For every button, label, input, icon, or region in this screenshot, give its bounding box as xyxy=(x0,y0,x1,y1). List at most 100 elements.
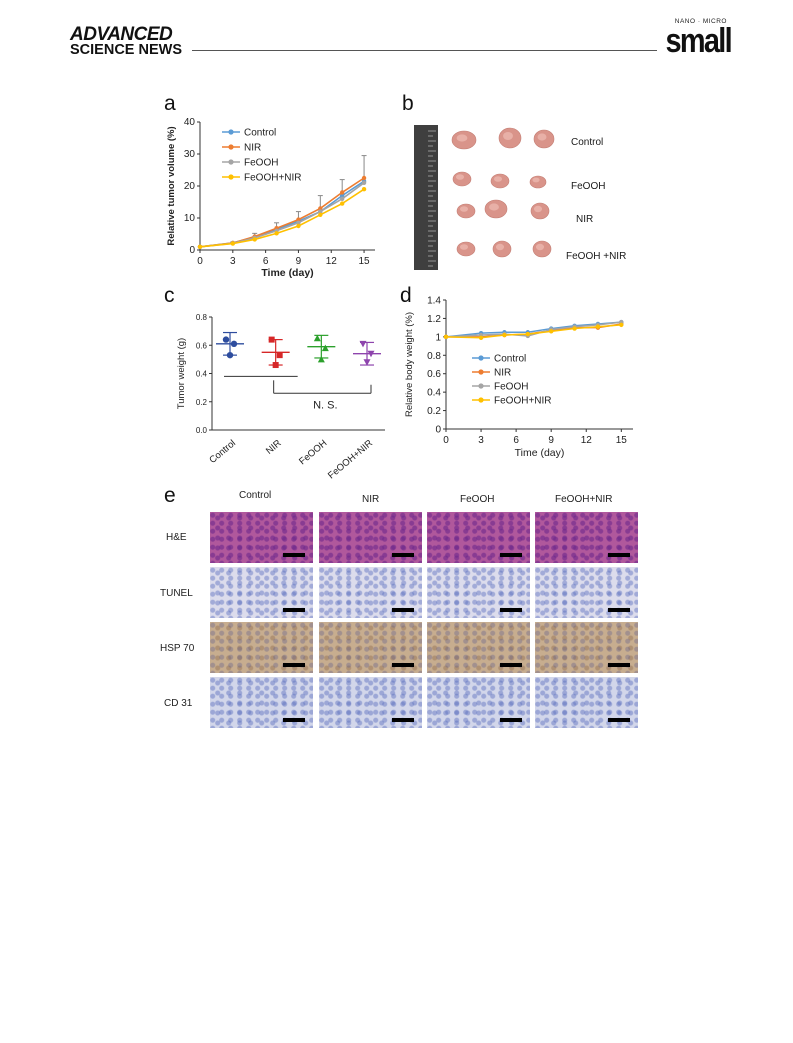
series-line-0 xyxy=(445,321,622,338)
legend-label: Control xyxy=(244,128,276,139)
y-axis-title: Relative tumor volume (%) xyxy=(166,126,177,245)
legend-label: FeOOH xyxy=(244,158,278,169)
scale-bar xyxy=(283,608,305,612)
micrograph-hsp70-2 xyxy=(427,622,530,673)
photo-label-feooh: FeOOH xyxy=(571,181,606,192)
x-tick-label: 12 xyxy=(581,435,593,446)
series-line-2 xyxy=(199,182,365,248)
data-point xyxy=(525,331,531,337)
micrograph-tunel-2 xyxy=(427,567,530,618)
y-tick-label: 30 xyxy=(184,149,196,160)
legend-label: FeOOH+NIR xyxy=(494,396,552,407)
data-point xyxy=(339,193,345,198)
data-point xyxy=(272,362,279,369)
data-point xyxy=(252,237,257,242)
tumor-photo-graphic xyxy=(414,125,555,270)
tumor-highlight xyxy=(459,244,469,250)
legend-label: NIR xyxy=(494,368,511,379)
x-tick-label: 3 xyxy=(478,435,484,446)
scale-bar xyxy=(392,608,414,612)
x-axis-title: Time (day) xyxy=(515,447,565,459)
x-tick-label: NIR xyxy=(264,438,284,457)
micrograph-cd31-2 xyxy=(427,677,530,728)
y-tick-label: 0.0 xyxy=(196,426,208,435)
legend-label: Control xyxy=(494,354,526,365)
y-tick-label: 0.6 xyxy=(427,369,441,380)
data-point xyxy=(361,180,367,185)
data-point xyxy=(572,326,577,331)
y-tick-label: 0.6 xyxy=(196,341,208,350)
tumor-highlight xyxy=(489,203,499,211)
data-point xyxy=(321,344,329,352)
data-point xyxy=(595,324,601,329)
micrograph-hsp70-1 xyxy=(319,622,422,673)
data-point xyxy=(274,231,279,236)
legend-marker xyxy=(228,129,234,135)
y-tick-label: 0.8 xyxy=(427,351,441,362)
tumor-highlight xyxy=(493,176,503,182)
x-tick-label: 9 xyxy=(296,256,302,267)
x-tick-label: 12 xyxy=(326,256,338,267)
legend-marker xyxy=(228,159,234,165)
y-tick-label: 0.8 xyxy=(196,313,208,322)
legend-label: FeOOH xyxy=(494,382,528,393)
tumor-highlight xyxy=(532,177,540,183)
data-point xyxy=(339,201,345,206)
data-point xyxy=(313,334,321,342)
micrograph-tunel-1 xyxy=(319,567,422,618)
y-tick-label: 1.2 xyxy=(427,314,441,325)
legend-marker xyxy=(228,144,234,150)
tumor-highlight xyxy=(495,243,505,251)
x-tick-label: Control xyxy=(207,438,238,466)
col-label-feooh: FeOOH xyxy=(460,494,495,505)
data-point xyxy=(197,244,203,249)
tumor-highlight xyxy=(533,205,543,213)
panel-letter-a: a xyxy=(164,92,176,115)
scale-bar xyxy=(608,553,630,557)
y-tick-label: 10 xyxy=(184,213,196,224)
col-label-control: Control xyxy=(239,490,272,501)
row-label-tunel: TUNEL xyxy=(160,588,193,599)
chart-d-body-weight: 0 0.2 0.4 0.6 0.8 1 1.2 1.4 0 3 6 9 12 15 Time (day) Re… xyxy=(404,296,633,459)
tumor-sample xyxy=(529,175,547,189)
data-point xyxy=(268,336,275,343)
data-point xyxy=(339,196,345,201)
panel-letter-c: c xyxy=(164,284,175,307)
legend-marker xyxy=(228,174,234,180)
y-axis-title: Tumor weight (g) xyxy=(176,338,187,409)
y-tick-label: 0.2 xyxy=(427,406,441,417)
y-axis-title: Relative body weight (%) xyxy=(404,312,415,417)
data-point xyxy=(276,352,283,359)
x-tick-label: 9 xyxy=(548,435,554,446)
row-label-cd31: CD 31 xyxy=(164,698,193,709)
series-line-3 xyxy=(445,324,622,339)
data-point xyxy=(361,175,367,181)
legend-marker xyxy=(478,355,484,361)
journal-name: small xyxy=(665,22,733,60)
series-line-1 xyxy=(199,177,365,248)
publisher-logo: ADVANCED SCIENCE NEWS xyxy=(70,25,182,58)
header-rule xyxy=(192,50,657,51)
x-tick-label: 0 xyxy=(197,256,203,267)
chart-a-tumor-volume: 0 10 20 30 40 0 3 6 9 12 15 Time (day) Relative tumo… xyxy=(166,117,375,279)
data-point xyxy=(296,220,301,225)
data-point xyxy=(222,336,230,343)
tumor-highlight xyxy=(456,134,468,142)
micrograph-hsp70-0 xyxy=(210,622,313,673)
data-point xyxy=(548,329,554,334)
col-label-feooh-nir: FeOOH+NIR xyxy=(555,494,613,505)
micrograph-he-2 xyxy=(427,512,530,563)
photo-label-nir: NIR xyxy=(576,214,594,225)
tumor-highlight xyxy=(537,133,547,141)
panel-letter-b: b xyxy=(402,92,414,115)
panel-letter-e: e xyxy=(164,484,176,507)
micrograph-he-1 xyxy=(319,512,422,563)
journal-tagline: NANO · MICRO xyxy=(674,18,727,25)
micrograph-cd31-1 xyxy=(319,677,422,728)
legend-label: FeOOH+NIR xyxy=(244,173,302,184)
data-point xyxy=(363,359,371,366)
scale-bar xyxy=(500,663,522,667)
data-point xyxy=(359,340,367,348)
data-point xyxy=(296,217,301,222)
